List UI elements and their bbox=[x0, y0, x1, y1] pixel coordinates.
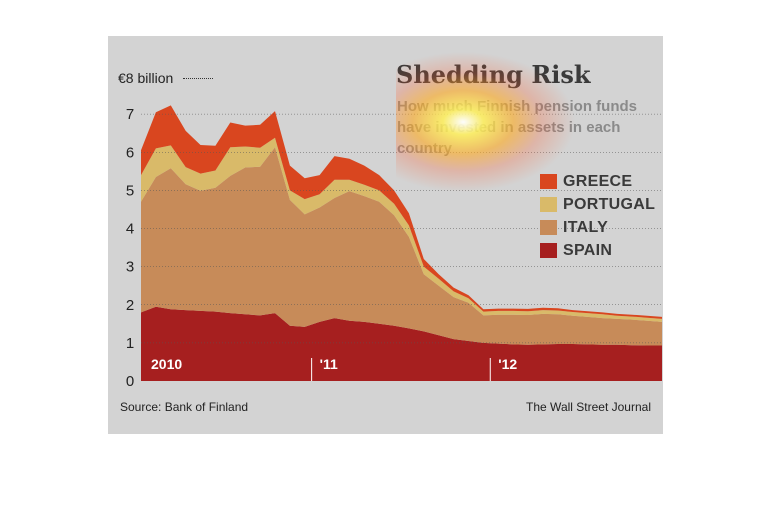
year-label: '11 bbox=[320, 356, 338, 372]
chart-subtitle: How much Finnish pension funds have inve… bbox=[397, 98, 637, 157]
y-tick-label-7: 7 bbox=[126, 106, 134, 123]
legend-item-spain: SPAIN bbox=[540, 239, 655, 262]
y-tick-labels: 0 1 2 3 4 5 6 7 bbox=[126, 106, 134, 390]
unit-dotted-rule bbox=[183, 78, 213, 79]
legend-item-greece: GREECE bbox=[540, 170, 655, 193]
legend-swatch-spain bbox=[540, 243, 557, 258]
legend-item-italy: ITALY bbox=[540, 216, 655, 239]
year-label: 2010 bbox=[151, 356, 182, 372]
y-tick-label-5: 5 bbox=[126, 182, 134, 199]
y-tick-label-2: 2 bbox=[126, 297, 134, 314]
area-italy bbox=[141, 147, 662, 346]
legend-label-spain: SPAIN bbox=[563, 241, 613, 259]
legend-swatch-greece bbox=[540, 174, 557, 189]
legend-swatch-italy bbox=[540, 220, 557, 235]
y-tick-label-3: 3 bbox=[126, 259, 134, 276]
year-labels: 2010 '11 '12 bbox=[151, 356, 517, 381]
y-tick-label-0: 0 bbox=[126, 373, 134, 390]
legend: GREECE PORTUGAL ITALY SPAIN bbox=[540, 170, 655, 262]
year-label: '12 bbox=[498, 356, 517, 372]
chart-panel: 0 1 2 3 4 5 6 7 2010 '11 '12 €8 billion Shedding … bbox=[108, 36, 676, 434]
legend-label-greece: GREECE bbox=[563, 172, 633, 190]
y-unit-label: €8 billion bbox=[118, 70, 174, 86]
legend-label-italy: ITALY bbox=[563, 218, 609, 236]
y-tick-label-1: 1 bbox=[126, 335, 134, 352]
legend-item-portugal: PORTUGAL bbox=[540, 193, 655, 216]
publisher-credit: The Wall Street Journal bbox=[526, 400, 651, 414]
chart-title: Shedding Risk bbox=[396, 60, 591, 89]
source-note: Source: Bank of Finland bbox=[120, 400, 249, 414]
y-tick-label-6: 6 bbox=[126, 144, 134, 161]
y-tick-label-4: 4 bbox=[126, 221, 134, 238]
legend-swatch-portugal bbox=[540, 197, 557, 212]
legend-label-portugal: PORTUGAL bbox=[563, 195, 656, 213]
area-spain bbox=[141, 306, 662, 381]
